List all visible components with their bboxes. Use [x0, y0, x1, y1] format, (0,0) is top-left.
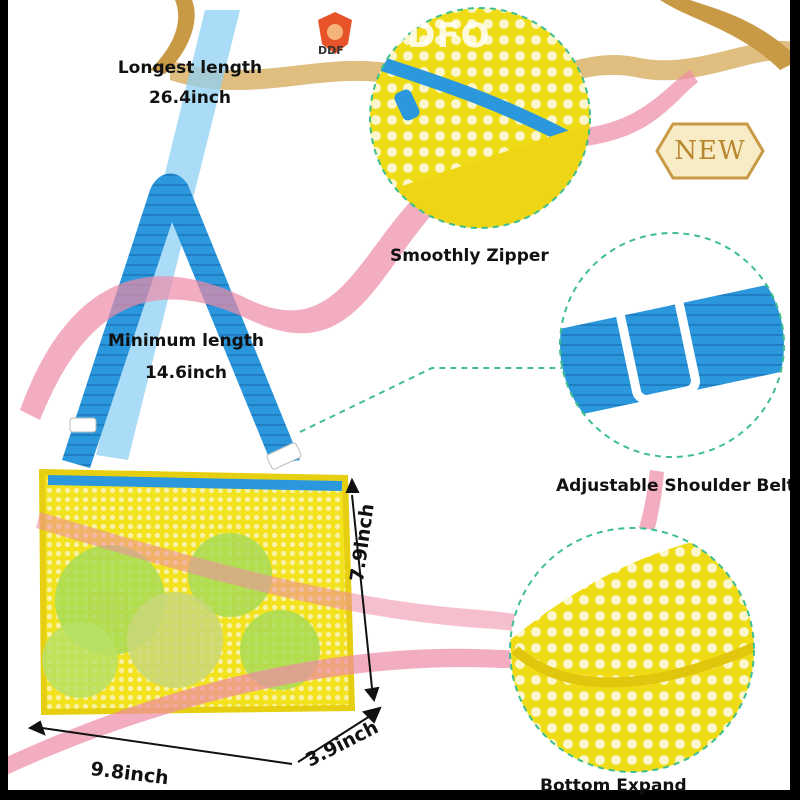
longest-length-title: Longest length — [117, 58, 263, 78]
zipper-label: Smoothly Zipper — [390, 246, 549, 266]
strap-callout — [299, 232, 785, 458]
frame-right — [790, 0, 800, 800]
frame-left — [0, 0, 8, 800]
badge-shape-icon — [655, 122, 765, 180]
minimum-length-title: Minimum length — [108, 331, 264, 351]
dimension-arrows — [27, 477, 382, 765]
bottom-callout — [509, 527, 755, 773]
zipper-callout — [369, 7, 591, 229]
mesh-bag — [38, 468, 356, 716]
short-strap — [62, 173, 300, 468]
long-strap — [96, 10, 240, 460]
new-badge-text: NEW — [674, 136, 746, 166]
new-badge: NEW — [655, 120, 765, 182]
frame-bottom — [0, 790, 800, 800]
strap-label: Adjustable Shoulder Belt — [556, 476, 790, 496]
brand-logo-text: DDF — [318, 44, 344, 57]
longest-length-value: 26.4inch — [148, 88, 232, 108]
brand-watermark: DDFO — [378, 16, 491, 56]
minimum-length-value: 14.6inch — [144, 363, 228, 383]
bottom-expand-label: Bottom Expand — [540, 776, 687, 796]
brand-logo-icon — [318, 12, 352, 54]
